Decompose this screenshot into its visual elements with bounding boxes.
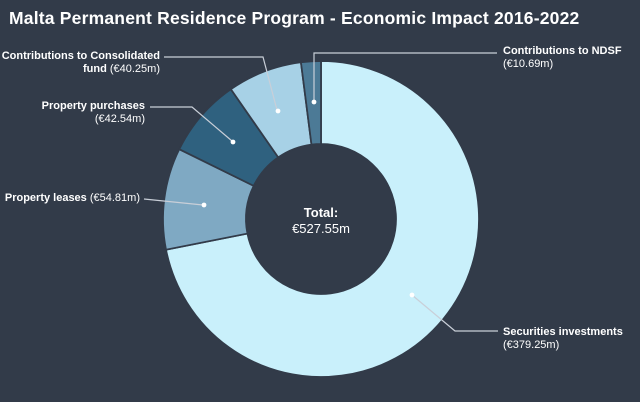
total-label: Total: bbox=[303, 205, 339, 220]
chart-title: Malta Permanent Residence Program - Econ… bbox=[9, 8, 580, 28]
slice-name: Securities investments bbox=[503, 326, 623, 338]
slice-label-securities: Securities investments (€379.25m) bbox=[503, 326, 638, 352]
leader-line-ndsf bbox=[313, 52, 497, 101]
leader-dots bbox=[201, 99, 415, 298]
slice-name: Contributions to NDSF bbox=[503, 45, 622, 57]
slice-value: (€10.69m) bbox=[503, 58, 554, 71]
leader-dot-leases bbox=[201, 202, 207, 208]
slice-name: Property purchases bbox=[41, 100, 145, 112]
leader-dot-purchases bbox=[230, 139, 236, 145]
leader-dot-securities bbox=[409, 292, 415, 298]
leader-lines bbox=[143, 52, 498, 332]
slice-label-property-leases: Property leases (€54.81m) bbox=[5, 192, 140, 205]
donut-slice-0[interactable] bbox=[164, 60, 480, 378]
slice-label-property-purchases: Property purchases (€42.54m) bbox=[25, 100, 145, 126]
donut-slice-4[interactable] bbox=[299, 60, 322, 146]
total-value: €527.55m bbox=[292, 221, 350, 237]
slice-value: (€379.25m) bbox=[503, 339, 560, 352]
slice-value: (€54.81m) bbox=[89, 192, 140, 204]
leader-dot-consolidated bbox=[275, 108, 281, 114]
slice-label-ndsf: Contributions to NDSF (€10.69m) bbox=[503, 45, 640, 71]
leader-line-consolidated bbox=[164, 56, 278, 111]
slice-label-consolidated-fund: Contributions to Consolidated fund (€40.… bbox=[0, 50, 160, 76]
slice-name: Contributions to Consolidated fund bbox=[1, 50, 160, 76]
slice-name: Property leases bbox=[4, 192, 87, 204]
slice-value: (€42.54m) bbox=[94, 113, 145, 126]
leader-line-securities bbox=[411, 294, 498, 332]
donut-center-total: Total: €527.55m bbox=[241, 205, 401, 238]
slice-value: (€40.25m) bbox=[109, 63, 160, 76]
leader-dot-ndsf bbox=[311, 99, 317, 105]
leader-line-leases bbox=[143, 198, 204, 206]
leader-line-purchases bbox=[150, 106, 233, 142]
